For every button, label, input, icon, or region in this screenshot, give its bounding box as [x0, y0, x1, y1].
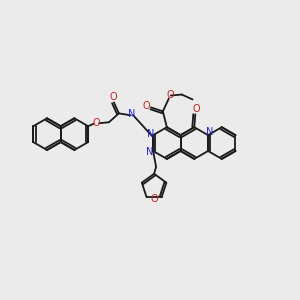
Text: O: O — [92, 118, 100, 128]
Text: N: N — [128, 109, 135, 119]
Text: O: O — [109, 92, 117, 103]
Text: O: O — [150, 194, 158, 204]
Text: N: N — [147, 129, 155, 139]
Text: O: O — [167, 89, 175, 100]
Text: N: N — [146, 147, 154, 157]
Text: O: O — [193, 104, 200, 114]
Text: O: O — [142, 101, 150, 111]
Text: N: N — [206, 127, 214, 137]
